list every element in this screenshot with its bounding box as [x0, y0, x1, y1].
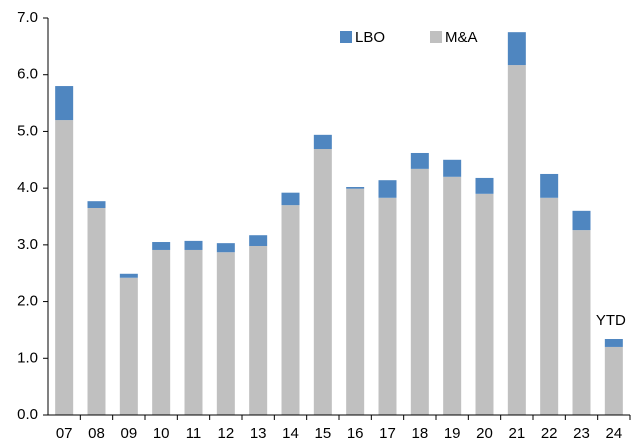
- y-tick-label: 1.0: [17, 349, 38, 366]
- annotation: YTD: [596, 312, 626, 329]
- bar-segment: [443, 159, 462, 177]
- bar-segment: [152, 242, 171, 250]
- x-tick-label: 22: [541, 425, 558, 442]
- bar-segment: [378, 180, 397, 198]
- x-tick-label: 15: [314, 425, 331, 442]
- bar-segment: [572, 210, 591, 231]
- x-tick-label: 12: [217, 425, 234, 442]
- y-tick-label: 4.0: [17, 179, 38, 196]
- x-tick-label: 21: [508, 425, 525, 442]
- bar-segment: [346, 187, 365, 189]
- x-tick-label: 23: [573, 425, 590, 442]
- bar-segment: [410, 152, 429, 169]
- bar-segment: [55, 120, 74, 415]
- x-tick-label: 20: [476, 425, 493, 442]
- x-tick-label: 10: [153, 425, 170, 442]
- legend-swatch: [340, 31, 352, 43]
- bar-segment: [249, 245, 268, 415]
- bar-segment: [443, 176, 462, 415]
- bar-segment: [410, 168, 429, 415]
- bar-segment: [281, 192, 300, 206]
- legend-label: M&A: [445, 29, 478, 46]
- bar-segment: [507, 65, 526, 415]
- bar-segment: [313, 149, 332, 415]
- bar-segment: [119, 277, 138, 415]
- bar-segment: [572, 230, 591, 415]
- bar-segment: [540, 173, 559, 198]
- bar-segment: [604, 346, 623, 415]
- x-tick-label: 07: [56, 425, 73, 442]
- bar-segment: [249, 235, 268, 246]
- y-tick-label: 5.0: [17, 122, 38, 139]
- bar-segment: [475, 193, 494, 415]
- y-tick-label: 7.0: [17, 9, 38, 26]
- bar-segment: [346, 188, 365, 415]
- bar-segment: [55, 86, 74, 121]
- bar-segment: [378, 197, 397, 415]
- legend-swatch: [430, 31, 443, 43]
- y-tick-label: 3.0: [17, 236, 38, 253]
- x-tick-label: 19: [444, 425, 461, 442]
- bar-segment: [184, 240, 203, 250]
- bar-segment: [475, 177, 494, 194]
- bar-segment: [281, 205, 300, 415]
- x-tick-label: 11: [186, 425, 202, 442]
- bar-segment: [87, 201, 106, 208]
- x-tick-label: 16: [347, 425, 364, 442]
- x-tick-label: 13: [250, 425, 267, 442]
- bar-segment: [313, 134, 332, 150]
- x-tick-label: 14: [282, 425, 299, 442]
- bar-segment: [216, 252, 235, 415]
- y-tick-label: 0.0: [17, 406, 38, 423]
- bar-segment: [152, 249, 171, 415]
- bar-segment: [184, 249, 203, 415]
- bar-segment: [87, 207, 106, 415]
- bar-segment: [119, 273, 138, 278]
- bar-segment: [540, 197, 559, 415]
- bar-segment: [604, 339, 623, 347]
- x-tick-label: 17: [379, 425, 396, 442]
- bar-segment: [216, 243, 235, 253]
- bar-segment: [507, 32, 526, 66]
- legend-label: LBO: [355, 29, 385, 46]
- x-tick-label: 09: [120, 425, 137, 442]
- y-tick-label: 2.0: [17, 293, 38, 310]
- y-tick-label: 6.0: [17, 66, 38, 83]
- x-tick-label: 24: [605, 425, 622, 442]
- x-tick-label: 18: [411, 425, 428, 442]
- x-tick-label: 08: [88, 425, 105, 442]
